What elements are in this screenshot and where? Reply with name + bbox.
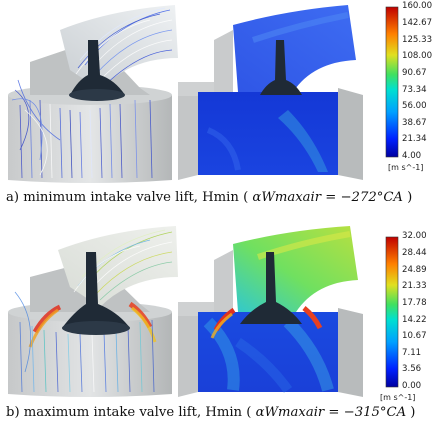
colorbar-a-tick: 21.34	[402, 134, 427, 144]
colorbar-b-tick: 3.56	[402, 364, 422, 374]
colorbar-a-tick: 108.00	[402, 51, 433, 61]
colorbar-a-tick: 38.67	[402, 118, 427, 128]
caption-b-prefix: b) maximum intake valve lift, Hmin (	[6, 405, 256, 420]
colorbar-b-tick: 32.00	[402, 231, 427, 241]
caption-b-math: αWmaxair = −315°CA	[255, 405, 407, 420]
velocity-contour-b	[178, 226, 363, 397]
colorbar-a-tick: 73.34	[402, 85, 427, 95]
caption-a: a) minimum intake valve lift, Hmin ( αWm…	[6, 190, 412, 205]
intake-valve-a	[70, 40, 125, 95]
velocity-contour-a	[178, 5, 363, 180]
colorbar-b-tick: 0.00	[402, 381, 422, 391]
colorbar-a-tick: 125.33	[402, 35, 433, 45]
colorbar-b-tick: 14.22	[402, 315, 427, 325]
caption-a-math: αWmaxair = −272°CA	[252, 190, 403, 205]
colorbar-b	[385, 236, 399, 388]
colorbar-a	[385, 6, 399, 158]
colorbar-a-tick: 90.67	[402, 68, 427, 78]
caption-a-suffix: )	[402, 190, 413, 205]
colorbar-b-tick: 7.11	[402, 348, 422, 358]
colorbar-a-tick: 142.67	[402, 18, 433, 28]
colorbar-a-tick: 4.00	[402, 151, 422, 161]
colorbar-a-unit: [m s^-1]	[388, 163, 424, 172]
colorbar-b-tick: 17.78	[402, 298, 427, 308]
caption-a-prefix: a) minimum intake valve lift, Hmin (	[6, 190, 253, 205]
colorbar-a-tick: 160.00	[402, 1, 433, 11]
streamline-plot-a	[8, 5, 178, 183]
intake-valve-b	[62, 252, 130, 328]
caption-b: b) maximum intake valve lift, Hmin ( αWm…	[6, 405, 415, 420]
colorbar-b-tick: 10.67	[402, 331, 427, 341]
colorbar-b-tick: 28.44	[402, 248, 427, 258]
colorbar-a-tick: 56.00	[402, 101, 427, 111]
colorbar-b-tick: 21.33	[402, 281, 427, 291]
streamline-plot-b	[8, 226, 178, 397]
colorbar-b-tick: 24.89	[402, 265, 427, 275]
colorbar-b-unit: [m s^-1]	[380, 393, 416, 402]
caption-b-suffix: )	[406, 405, 416, 420]
